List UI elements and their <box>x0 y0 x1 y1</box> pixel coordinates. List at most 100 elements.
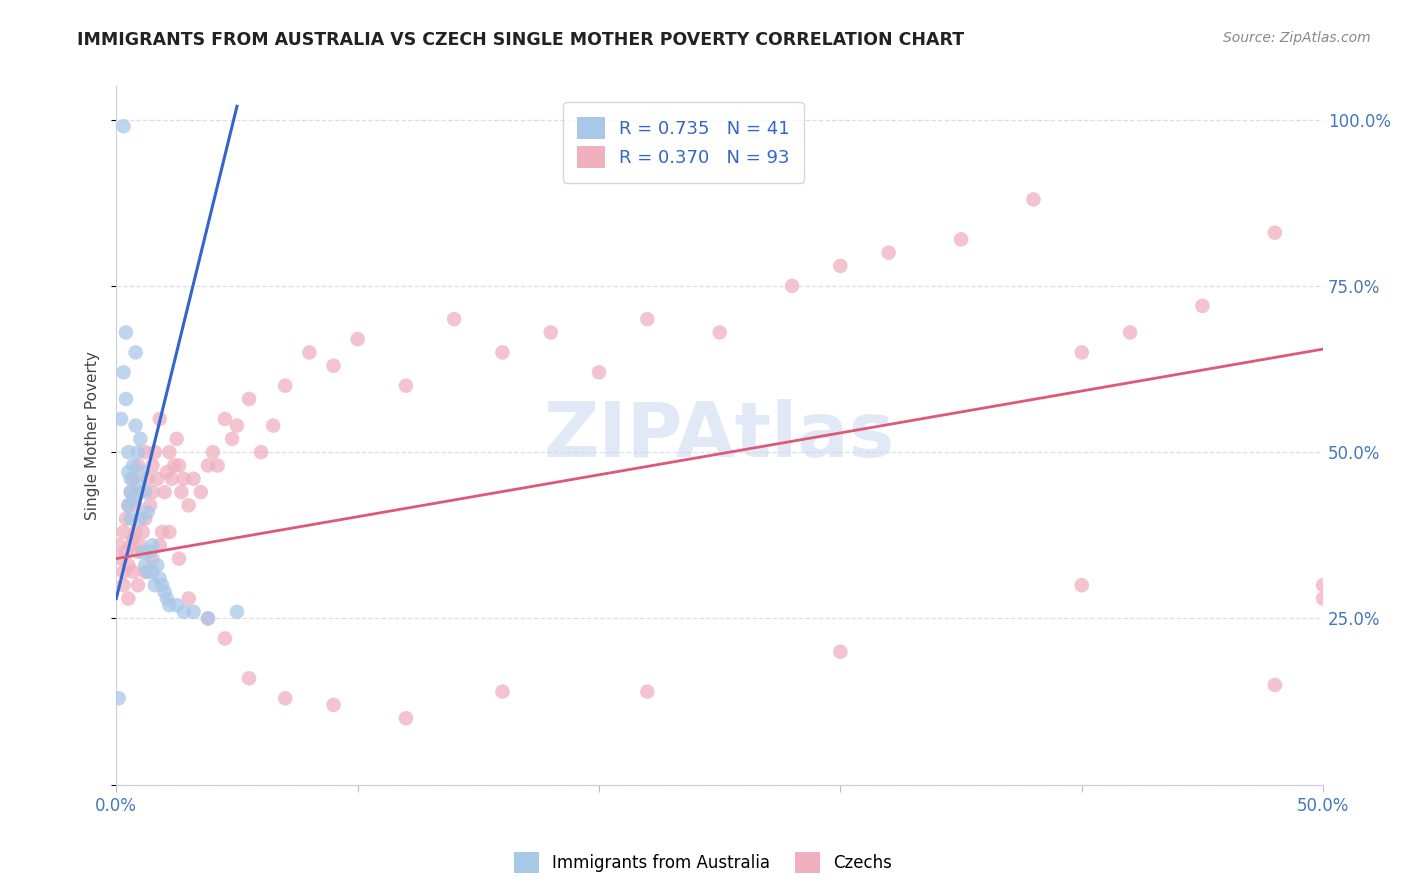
Point <box>588 365 610 379</box>
Point <box>149 412 172 426</box>
Point <box>1312 578 1334 592</box>
Point <box>143 445 166 459</box>
Point <box>115 512 138 526</box>
Point <box>141 458 163 473</box>
Point <box>124 345 146 359</box>
Point <box>120 485 142 500</box>
Point <box>877 245 900 260</box>
Point <box>156 591 179 606</box>
Point <box>173 472 195 486</box>
Point <box>122 532 145 546</box>
Point <box>117 465 139 479</box>
Point <box>190 485 212 500</box>
Point <box>173 605 195 619</box>
Point <box>197 611 219 625</box>
Point <box>167 551 190 566</box>
Point <box>117 591 139 606</box>
Point <box>395 711 418 725</box>
Point <box>636 312 658 326</box>
Point <box>226 418 249 433</box>
Point <box>141 485 163 500</box>
Point <box>322 698 344 712</box>
Point <box>170 485 193 500</box>
Point <box>127 578 149 592</box>
Point <box>177 591 200 606</box>
Point <box>157 524 180 539</box>
Point <box>540 326 562 340</box>
Point <box>117 445 139 459</box>
Point <box>160 472 183 486</box>
Point <box>153 485 176 500</box>
Point <box>1070 345 1092 359</box>
Point <box>298 345 321 359</box>
Point <box>830 259 852 273</box>
Point <box>780 279 803 293</box>
Point <box>107 691 129 706</box>
Point <box>156 465 179 479</box>
Point <box>274 691 297 706</box>
Point <box>115 392 138 406</box>
Point <box>214 632 236 646</box>
Point <box>166 432 188 446</box>
Point <box>112 565 135 579</box>
Point <box>238 392 260 406</box>
Point <box>1119 326 1142 340</box>
Point <box>149 538 172 552</box>
Point <box>250 445 273 459</box>
Point <box>709 326 731 340</box>
Y-axis label: Single Mother Poverty: Single Mother Poverty <box>86 351 100 520</box>
Point <box>830 645 852 659</box>
Text: Source: ZipAtlas.com: Source: ZipAtlas.com <box>1223 31 1371 45</box>
Point <box>146 558 169 573</box>
Point <box>141 538 163 552</box>
Point <box>221 432 243 446</box>
Point <box>167 458 190 473</box>
Point <box>134 512 156 526</box>
Point <box>122 472 145 486</box>
Point <box>143 578 166 592</box>
Point <box>117 558 139 573</box>
Legend: R = 0.735   N = 41, R = 0.370   N = 93: R = 0.735 N = 41, R = 0.370 N = 93 <box>562 103 804 183</box>
Point <box>139 545 162 559</box>
Point <box>115 326 138 340</box>
Legend: Immigrants from Australia, Czechs: Immigrants from Australia, Czechs <box>508 846 898 880</box>
Point <box>122 565 145 579</box>
Point <box>122 458 145 473</box>
Point <box>491 684 513 698</box>
Point <box>110 412 132 426</box>
Point <box>950 232 973 246</box>
Point <box>346 332 368 346</box>
Point <box>1022 193 1045 207</box>
Point <box>117 499 139 513</box>
Text: IMMIGRANTS FROM AUSTRALIA VS CZECH SINGLE MOTHER POVERTY CORRELATION CHART: IMMIGRANTS FROM AUSTRALIA VS CZECH SINGL… <box>77 31 965 49</box>
Point <box>127 478 149 492</box>
Point <box>124 418 146 433</box>
Point <box>395 378 418 392</box>
Point <box>141 565 163 579</box>
Point <box>112 365 135 379</box>
Point <box>153 585 176 599</box>
Point <box>120 472 142 486</box>
Point <box>124 499 146 513</box>
Point <box>134 485 156 500</box>
Point <box>129 512 152 526</box>
Point <box>1312 591 1334 606</box>
Point <box>1191 299 1213 313</box>
Point <box>197 611 219 625</box>
Point <box>124 524 146 539</box>
Point <box>322 359 344 373</box>
Point <box>136 472 159 486</box>
Point <box>197 458 219 473</box>
Point <box>129 538 152 552</box>
Point <box>122 491 145 506</box>
Point <box>146 472 169 486</box>
Point <box>127 458 149 473</box>
Point <box>139 499 162 513</box>
Point <box>163 458 186 473</box>
Point <box>134 445 156 459</box>
Point <box>132 524 155 539</box>
Point <box>141 551 163 566</box>
Point <box>136 505 159 519</box>
Point <box>107 538 129 552</box>
Point <box>120 538 142 552</box>
